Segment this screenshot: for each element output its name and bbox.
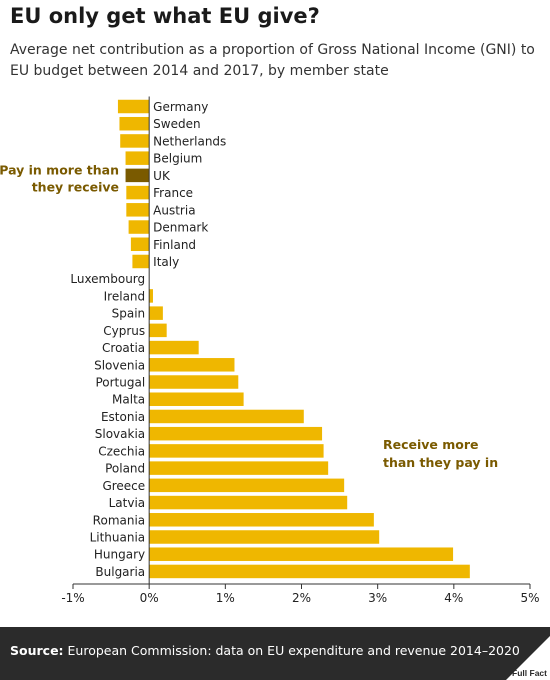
category-label-luxembourg: Luxembourg (70, 272, 145, 286)
bar-poland (149, 461, 329, 475)
x-tick-label: 1% (216, 591, 235, 605)
category-label-czechia: Czechia (98, 444, 145, 458)
category-label-slovakia: Slovakia (95, 427, 145, 441)
category-label-croatia: Croatia (102, 341, 145, 355)
bar-finland (130, 237, 150, 252)
category-label-hungary: Hungary (94, 548, 145, 562)
category-label-netherlands: Netherlands (153, 134, 226, 148)
bar-ireland (149, 289, 153, 303)
x-tick-label: 4% (444, 591, 463, 605)
bar-czechia (149, 444, 324, 458)
annotation-pay-in-more: Pay in more than (0, 162, 119, 177)
category-label-latvia: Latvia (109, 496, 146, 510)
logo-text: Full Fact (512, 668, 547, 678)
bar-bulgaria (149, 564, 470, 579)
annotation-pay-in-more: they receive (32, 179, 119, 194)
x-tick-label: 2% (292, 591, 311, 605)
category-label-malta: Malta (112, 393, 145, 407)
footer: Source: European Commission: data on EU … (0, 627, 550, 680)
category-label-portugal: Portugal (95, 376, 145, 390)
bar-slovenia (149, 358, 235, 372)
category-label-uk: UK (153, 169, 171, 183)
source-text: European Commission: data on EU expendit… (67, 643, 520, 658)
category-label-germany: Germany (153, 100, 208, 114)
category-label-sweden: Sweden (153, 117, 200, 131)
bar-belgium (125, 151, 150, 165)
bar-estonia (149, 409, 304, 424)
full-fact-logo: Full Fact (506, 636, 550, 680)
bar-latvia (149, 495, 348, 510)
category-label-slovenia: Slovenia (94, 358, 145, 372)
category-label-bulgaria: Bulgaria (95, 565, 145, 579)
bar-portugal (149, 375, 239, 389)
category-label-finland: Finland (153, 238, 196, 252)
source-label: Source: (10, 643, 64, 658)
category-label-belgium: Belgium (153, 152, 202, 166)
category-label-cyprus: Cyprus (103, 324, 145, 338)
category-label-italy: Italy (153, 255, 179, 269)
bar-hungary (149, 547, 454, 561)
bar-romania (149, 513, 374, 527)
category-label-greece: Greece (102, 479, 145, 493)
bar-uk (125, 168, 150, 183)
bar-denmark (128, 220, 150, 234)
annotation-receive-more: than they pay in (383, 455, 498, 470)
x-tick-label: 5% (520, 591, 539, 605)
bar-lithuania (149, 530, 380, 544)
category-label-france: France (153, 186, 193, 200)
bar-netherlands (120, 134, 150, 148)
bar-sweden (119, 116, 150, 131)
bar-chart: Germany Sweden Netherlands Belgium UK France A… (0, 96, 540, 605)
x-tick-label: 0% (140, 591, 159, 605)
category-label-estonia: Estonia (101, 410, 145, 424)
category-label-spain: Spain (112, 307, 146, 321)
category-label-ireland: Ireland (104, 289, 146, 303)
x-tick-label: 3% (368, 591, 387, 605)
bar-italy (132, 254, 150, 269)
bar-spain (149, 306, 163, 320)
bar-austria (126, 203, 150, 217)
category-label-lithuania: Lithuania (90, 531, 146, 545)
category-label-austria: Austria (153, 203, 195, 217)
bar-france (126, 185, 150, 200)
category-label-poland: Poland (105, 462, 145, 476)
bar-malta (149, 392, 244, 406)
chart-title: EU only get what EU give? (10, 4, 320, 28)
x-tick-label: -1% (61, 591, 84, 605)
bar-slovakia (149, 426, 323, 441)
bar-cyprus (149, 323, 167, 338)
source-note: Source: European Commission: data on EU … (10, 643, 520, 658)
bar-croatia (149, 340, 199, 355)
category-label-romania: Romania (93, 513, 145, 527)
annotation-receive-more: Receive more (383, 437, 479, 452)
chart-subtitle: Average net contribution as a proportion… (10, 42, 535, 79)
bar-greece (149, 478, 345, 493)
category-label-denmark: Denmark (153, 221, 208, 235)
bar-germany (117, 99, 150, 114)
